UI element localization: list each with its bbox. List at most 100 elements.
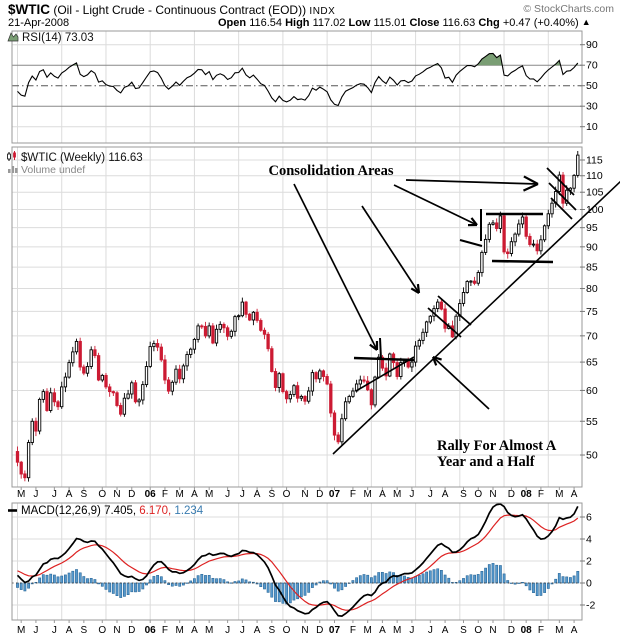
svg-text:S: S — [268, 625, 275, 636]
svg-text:D: D — [316, 489, 323, 500]
svg-text:J: J — [240, 625, 245, 636]
quote-line: Open 116.54 High 117.02 Low 115.01 Close… — [218, 17, 591, 29]
svg-text:A: A — [66, 489, 73, 500]
svg-text:J: J — [225, 625, 230, 636]
gridlines — [12, 31, 582, 620]
high-value: 117.02 — [312, 17, 346, 29]
svg-text:J: J — [428, 489, 433, 500]
svg-text:115: 115 — [586, 155, 603, 167]
svg-text:M: M — [363, 489, 371, 500]
svg-text:07: 07 — [329, 489, 341, 500]
macd-label: MACD(12,26,9) 7.405, 6.170, 1.234 — [21, 505, 204, 517]
close-label: Close — [409, 17, 440, 29]
copyright-label: © StockCharts.com — [523, 3, 614, 15]
svg-text:95: 95 — [586, 222, 598, 234]
svg-text:F: F — [538, 625, 544, 636]
svg-text:90: 90 — [586, 39, 598, 51]
svg-text:F: F — [350, 489, 356, 500]
svg-text:6: 6 — [586, 512, 592, 524]
svg-text:F: F — [162, 625, 168, 636]
svg-text:90: 90 — [586, 241, 598, 253]
svg-text:08: 08 — [521, 625, 533, 636]
svg-text:J: J — [52, 625, 57, 636]
date-label: 21-Apr-2008 — [8, 17, 70, 29]
svg-text:J: J — [240, 489, 245, 500]
svg-text:J: J — [409, 489, 414, 500]
svg-text:F: F — [350, 625, 356, 636]
svg-text:D: D — [508, 625, 515, 636]
chart-header: $WTIC (Oil - Light Crude - Continuous Co… — [0, 0, 620, 31]
rsi-label: RSI(14) 73.03 — [22, 32, 94, 44]
svg-text:-2: -2 — [586, 600, 595, 612]
svg-text:O: O — [474, 489, 482, 500]
svg-text:110: 110 — [586, 170, 603, 182]
svg-text:D: D — [128, 489, 135, 500]
svg-text:A: A — [254, 489, 261, 500]
svg-text:A: A — [571, 489, 578, 500]
svg-text:N: N — [489, 625, 496, 636]
svg-text:105: 105 — [586, 187, 604, 199]
svg-text:J: J — [428, 625, 433, 636]
svg-text:85: 85 — [586, 262, 598, 274]
svg-text:J: J — [33, 625, 38, 636]
svg-text:M: M — [555, 489, 563, 500]
macd-line — [16, 503, 579, 617]
svg-text:30: 30 — [586, 101, 598, 113]
svg-text:M: M — [363, 625, 371, 636]
svg-text:M: M — [393, 625, 401, 636]
svg-text:2: 2 — [586, 556, 592, 568]
price-label: $WTIC (Weekly) 116.63 — [21, 152, 143, 164]
title-line: $WTIC (Oil - Light Crude - Continuous Co… — [8, 2, 335, 17]
svg-text:M: M — [17, 625, 25, 636]
svg-text:O: O — [283, 489, 291, 500]
svg-text:10: 10 — [586, 121, 598, 133]
annotations: Consolidation Areas Rally For Almost AYea… — [268, 163, 620, 470]
candlestick-icon — [7, 153, 11, 160]
svg-text:F: F — [162, 489, 168, 500]
svg-text:O: O — [98, 489, 106, 500]
svg-text:06: 06 — [145, 625, 157, 636]
volume-label: Volume undef — [21, 164, 85, 176]
svg-text:80: 80 — [586, 283, 598, 295]
svg-text:D: D — [128, 625, 135, 636]
svg-text:M: M — [393, 489, 401, 500]
svg-text:S: S — [81, 489, 88, 500]
svg-text:J: J — [409, 625, 414, 636]
panel-legends: RSI(14) 73.03 $WTIC (Weekly) 116.63Volume… — [7, 32, 204, 517]
annotation-text: Consolidation Areas — [268, 163, 393, 179]
svg-text:O: O — [474, 625, 482, 636]
svg-text:A: A — [379, 625, 386, 636]
rsi-line — [17, 52, 579, 107]
symbol-label: $WTIC — [8, 2, 50, 17]
candlestick-icon-red — [13, 152, 16, 158]
svg-text:J: J — [225, 489, 230, 500]
svg-text:S: S — [460, 625, 467, 636]
volume-bars-icon — [15, 168, 18, 173]
open-value: 116.54 — [249, 17, 283, 29]
svg-text:J: J — [52, 489, 57, 500]
svg-text:06: 06 — [145, 489, 157, 500]
up-triangle-icon: ▲ — [581, 17, 591, 27]
svg-text:M: M — [17, 489, 25, 500]
svg-text:D: D — [316, 625, 323, 636]
svg-text:50: 50 — [586, 80, 598, 92]
open-label: Open — [218, 17, 247, 29]
svg-text:O: O — [283, 625, 291, 636]
low-value: 115.01 — [373, 17, 407, 29]
svg-text:4: 4 — [586, 534, 592, 546]
svg-text:100: 100 — [586, 204, 604, 216]
candles — [15, 151, 580, 482]
macd-panel — [12, 503, 582, 617]
svg-text:A: A — [191, 489, 198, 500]
svg-text:A: A — [571, 625, 578, 636]
rsi-icon — [7, 32, 19, 42]
close-value: 116.63 — [442, 17, 476, 29]
svg-text:N: N — [301, 489, 308, 500]
svg-text:N: N — [489, 489, 496, 500]
svg-text:O: O — [98, 625, 106, 636]
svg-text:M: M — [205, 489, 213, 500]
svg-text:A: A — [379, 489, 386, 500]
svg-text:M: M — [176, 625, 184, 636]
